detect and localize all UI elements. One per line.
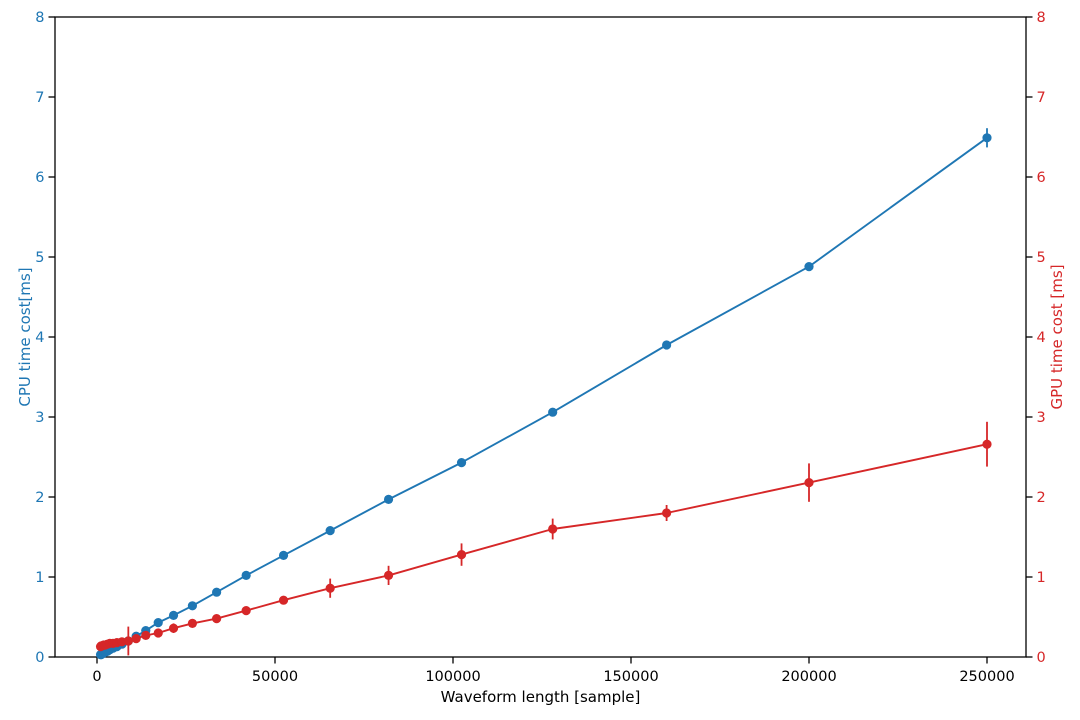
x-tick-label: 200000	[781, 669, 836, 685]
cpu-data-point-marker	[212, 587, 222, 597]
left-y-tick-label: 3	[35, 410, 44, 426]
cpu-data-point-marker	[168, 610, 179, 621]
x-tick-label: 50000	[252, 669, 298, 685]
right-y-tick-label: 5	[1037, 250, 1046, 266]
left-y-tick-label: 2	[35, 490, 44, 506]
left-y-tick-label: 8	[35, 10, 44, 26]
cpu-data-point-marker	[548, 407, 558, 417]
cpu-data-point-marker	[456, 458, 467, 468]
left-y-tick-label: 1	[35, 570, 44, 586]
x-tick-label: 250000	[959, 669, 1014, 685]
gpu-data-point-marker	[804, 478, 814, 488]
cpu-series-line	[100, 137, 988, 656]
right-y-tick-label: 4	[1037, 330, 1046, 346]
gpu-data-point-marker	[131, 634, 141, 644]
gpu-data-point-marker	[187, 618, 198, 629]
left-y-tick-label: 0	[35, 650, 44, 666]
cpu-data-point-marker	[804, 262, 814, 272]
left-y-tick-label: 4	[35, 330, 44, 346]
gpu-data-point-marker	[212, 614, 222, 624]
x-tick-label: 150000	[603, 669, 658, 685]
left-y-tick-label: 5	[35, 250, 44, 266]
gpu-series-line	[99, 443, 988, 648]
right-y-tick-label: 1	[1037, 570, 1046, 586]
right-y-tick-label: 2	[1037, 490, 1046, 506]
x-tick-label: 100000	[425, 669, 480, 685]
gpu-data-point-marker	[325, 583, 335, 593]
gpu-data-point-marker	[123, 636, 133, 646]
gpu-data-point-marker	[278, 595, 289, 605]
cpu-data-point-marker	[153, 618, 163, 628]
cpu-data-point-marker	[662, 340, 672, 350]
cpu-data-point-marker	[187, 601, 198, 611]
right-y-tick-label: 6	[1037, 170, 1046, 186]
plot-border	[54, 16, 1027, 658]
left-y-tick-label: 6	[35, 170, 44, 186]
right-y-tick-label: 7	[1037, 90, 1046, 106]
gpu-data-point-marker	[383, 570, 394, 581]
gpu-data-point-marker	[168, 623, 179, 633]
gpu-data-point-marker	[548, 524, 558, 534]
x-axis-label: Waveform length [sample]	[440, 688, 641, 706]
gpu-data-point-marker	[141, 630, 151, 641]
gpu-data-point-marker	[982, 439, 992, 449]
gpu-data-point-marker	[153, 628, 163, 638]
cpu-data-point-marker	[325, 526, 335, 536]
cpu-data-point-marker	[982, 133, 992, 143]
right-y-axis-label: GPU time cost [ms]	[1048, 264, 1066, 410]
right-y-tick-label: 0	[1037, 650, 1046, 666]
cpu-data-point-marker	[241, 570, 251, 581]
gpu-data-point-marker	[456, 550, 467, 560]
left-y-tick-label: 7	[35, 90, 44, 106]
x-tick-label: 0	[92, 669, 101, 685]
right-y-tick-label: 3	[1037, 410, 1046, 426]
gpu-data-point-marker	[662, 508, 672, 518]
cpu-data-point-marker	[278, 550, 289, 561]
gpu-data-point-marker	[241, 606, 251, 616]
cpu-data-point-marker	[383, 494, 394, 504]
right-y-tick-label: 8	[1037, 10, 1046, 26]
left-y-axis-label: CPU time cost[ms]	[16, 267, 34, 407]
